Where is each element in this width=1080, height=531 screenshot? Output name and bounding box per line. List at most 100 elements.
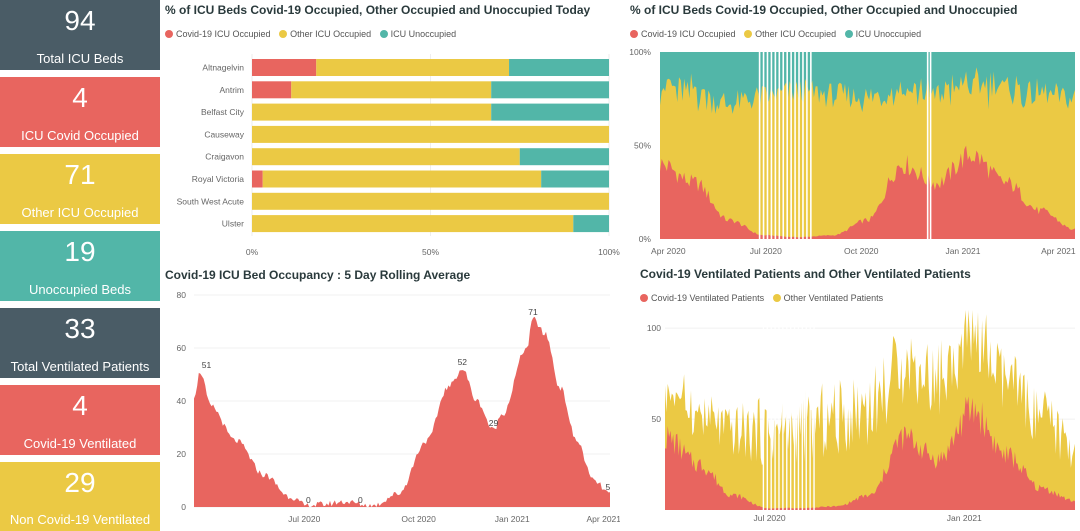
bar-segment bbox=[252, 170, 263, 188]
ventilated-chart-title: Covid-19 Ventilated Patients and Other V… bbox=[640, 267, 971, 281]
kpi-label: Other ICU Occupied bbox=[21, 205, 139, 220]
data-label: 0 bbox=[358, 495, 363, 505]
data-label: 5 bbox=[606, 482, 611, 492]
ventilated-legend: Covid-19 Ventilated Patients Other Venti… bbox=[640, 293, 889, 303]
x-tick-label: Apr 2021 bbox=[587, 514, 620, 524]
legend-dot-covid bbox=[630, 30, 638, 38]
x-tick-label: Jan 2021 bbox=[495, 514, 530, 524]
bar-segment bbox=[252, 103, 492, 121]
x-tick-label: Jul 2020 bbox=[288, 514, 320, 524]
bar-segment bbox=[252, 125, 609, 143]
y-tick-label: Antrim bbox=[219, 85, 244, 95]
rolling-area-chart[interactable]: 0 20 40 60 80 51 0 0 52 29 71 5 Jul 2020 Oct 2020 Jan … bbox=[160, 285, 620, 531]
area-covid bbox=[660, 145, 1075, 239]
y-tick-label: Royal Victoria bbox=[192, 174, 245, 184]
bar-segment bbox=[252, 59, 317, 76]
y-tick-label: 20 bbox=[177, 449, 187, 459]
y-tick-label: 60 bbox=[177, 343, 187, 353]
kpi-card[interactable]: 29 Non Covid-19 Ventilated bbox=[0, 462, 160, 531]
legend-item-covid-vent[interactable]: Covid-19 Ventilated Patients bbox=[640, 293, 764, 303]
y-tick-label: Causeway bbox=[204, 129, 244, 139]
legend-label-covid-vent: Covid-19 Ventilated Patients bbox=[651, 293, 765, 303]
legend-label-covid: Covid-19 ICU Occupied bbox=[641, 29, 736, 39]
kpi-value: 19 bbox=[64, 236, 96, 267]
legend-dot-unoccupied bbox=[379, 30, 388, 38]
legend-item-covid[interactable]: Covid-19 ICU Occupied bbox=[630, 29, 736, 39]
legend-label-other: Other ICU Occupied bbox=[755, 29, 837, 39]
today-legend: Covid-19 ICU Occupied Other ICU Occupied… bbox=[165, 29, 462, 39]
bar-segment bbox=[262, 170, 542, 188]
data-label: 0 bbox=[306, 495, 311, 505]
rolling-chart-title: Covid-19 ICU Bed Occupancy : 5 Day Rolli… bbox=[165, 268, 471, 282]
legend-item-other[interactable]: Other ICU Occupied bbox=[744, 29, 836, 39]
today-chart-title: % of ICU Beds Covid-19 Occupied, Other O… bbox=[165, 3, 591, 17]
area-covid-rolling bbox=[194, 316, 610, 507]
ventilated-area-chart[interactable]: 50 100 Jul 2020 Jan 2021 bbox=[635, 310, 1080, 531]
legend-dot-covid-vent bbox=[640, 294, 648, 302]
kpi-value: 4 bbox=[72, 390, 88, 421]
bar-segment bbox=[291, 81, 492, 99]
history-area-chart[interactable]: 0% 50% 100% Apr 2020 Jul 2020 Oct 2020 Jan 202… bbox=[625, 45, 1080, 260]
bar-segment bbox=[252, 148, 520, 166]
kpi-label: Total Ventilated Patients bbox=[10, 359, 150, 374]
bar-segment bbox=[252, 215, 574, 233]
y-tick-label: Altnagelvin bbox=[202, 63, 244, 73]
legend-item-other[interactable]: Other ICU Occupied bbox=[279, 29, 371, 39]
legend-dot-covid bbox=[165, 30, 173, 38]
kpi-value: 4 bbox=[72, 82, 88, 113]
legend-label-unoccupied: ICU Unoccupied bbox=[390, 29, 457, 39]
y-tick-label: 40 bbox=[177, 396, 187, 406]
x-tick-label: Jul 2020 bbox=[750, 246, 782, 256]
data-label: 71 bbox=[528, 307, 538, 317]
bar-segment bbox=[252, 192, 609, 210]
today-bar-chart[interactable]: 0% 50% 100% Altnagelvin Antrim Belfast City Ca… bbox=[160, 50, 620, 262]
kpi-card[interactable]: 94 Total ICU Beds bbox=[0, 0, 160, 70]
bar-segment bbox=[573, 215, 609, 233]
legend-label-other: Other ICU Occupied bbox=[290, 29, 372, 39]
history-chart-title: % of ICU Beds Covid-19 Occupied, Other O… bbox=[630, 3, 1018, 17]
legend-item-unoccupied[interactable]: ICU Unoccupied bbox=[844, 29, 921, 39]
legend-dot-other bbox=[279, 30, 288, 38]
kpi-label: Non Covid-19 Ventilated bbox=[9, 512, 151, 527]
bar-segment bbox=[541, 170, 609, 188]
y-tick-label: 0% bbox=[639, 234, 652, 244]
history-legend: Covid-19 ICU Occupied Other ICU Occupied… bbox=[630, 29, 927, 39]
x-tick-label: Apr 2021 bbox=[1041, 246, 1076, 256]
legend-item-unoccupied[interactable]: ICU Unoccupied bbox=[379, 29, 457, 39]
y-tick-label: 0 bbox=[181, 502, 186, 512]
x-tick-label: Jan 2021 bbox=[945, 246, 980, 256]
kpi-card[interactable]: 71 Other ICU Occupied bbox=[0, 154, 160, 224]
legend-item-covid[interactable]: Covid-19 ICU Occupied bbox=[165, 29, 271, 39]
kpi-card[interactable]: 4 ICU Covid Occupied bbox=[0, 77, 160, 147]
x-tick-label: Oct 2020 bbox=[844, 246, 879, 256]
legend-item-other-vent[interactable]: Other Ventilated Patients bbox=[772, 293, 884, 303]
kpi-value: 71 bbox=[64, 159, 96, 190]
kpi-card[interactable]: 33 Total Ventilated Patients bbox=[0, 308, 160, 378]
kpi-label: ICU Covid Occupied bbox=[21, 128, 139, 143]
kpi-card[interactable]: 4 Covid-19 Ventilated bbox=[0, 385, 160, 455]
data-label: 51 bbox=[202, 360, 212, 370]
bar-segment bbox=[509, 59, 609, 76]
legend-dot-unoccupied bbox=[844, 30, 853, 38]
bar-segment bbox=[252, 81, 292, 99]
bar-segment bbox=[491, 103, 609, 121]
y-tick-label: Craigavon bbox=[205, 152, 244, 162]
bar-segment bbox=[316, 59, 510, 76]
kpi-card[interactable]: 19 Unoccupied Beds bbox=[0, 231, 160, 301]
y-tick-label: Ulster bbox=[222, 219, 244, 229]
area-covid-vent bbox=[665, 396, 1075, 510]
bar-segment bbox=[519, 148, 609, 166]
legend-label-other-vent: Other Ventilated Patients bbox=[783, 293, 884, 303]
y-tick-label: 100% bbox=[629, 47, 651, 57]
y-tick-label: 80 bbox=[177, 290, 187, 300]
kpi-value: 94 bbox=[64, 5, 96, 36]
x-tick-label: 50% bbox=[422, 247, 439, 257]
x-tick-label: Apr 2020 bbox=[651, 246, 686, 256]
kpi-value: 29 bbox=[64, 467, 96, 498]
data-label: 29 bbox=[489, 418, 499, 428]
y-tick-label: South West Acute bbox=[177, 196, 245, 206]
bar-segment bbox=[491, 81, 609, 99]
kpi-value: 33 bbox=[64, 313, 96, 344]
legend-dot-other-vent bbox=[772, 294, 781, 302]
kpi-label: Covid-19 Ventilated bbox=[23, 436, 137, 451]
